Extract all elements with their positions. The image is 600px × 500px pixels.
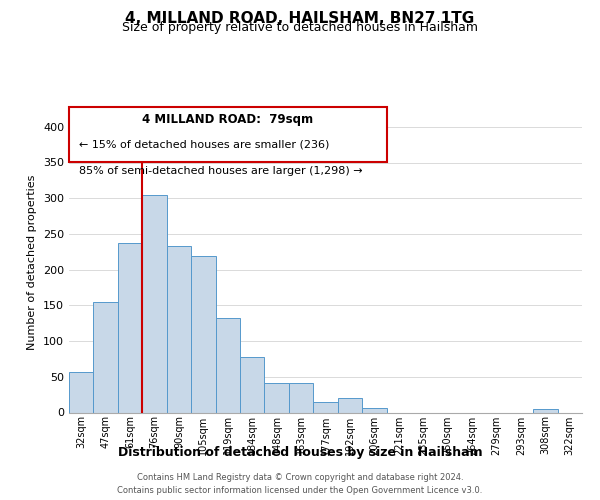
Bar — [94, 302, 118, 412]
Bar — [167, 246, 191, 412]
Bar — [313, 402, 338, 412]
Text: Contains HM Land Registry data © Crown copyright and database right 2024.
Contai: Contains HM Land Registry data © Crown c… — [118, 474, 482, 495]
Bar — [191, 256, 215, 412]
Text: Distribution of detached houses by size in Hailsham: Distribution of detached houses by size … — [118, 446, 482, 459]
Bar — [215, 318, 240, 412]
Bar — [533, 409, 557, 412]
Text: ← 15% of detached houses are smaller (236): ← 15% of detached houses are smaller (23… — [79, 140, 329, 149]
Text: 85% of semi-detached houses are larger (1,298) →: 85% of semi-detached houses are larger (… — [79, 166, 363, 176]
Bar — [265, 383, 289, 412]
Bar — [338, 398, 362, 412]
Y-axis label: Number of detached properties: Number of detached properties — [28, 175, 37, 350]
Text: 4 MILLAND ROAD:  79sqm: 4 MILLAND ROAD: 79sqm — [142, 112, 314, 126]
Text: Size of property relative to detached houses in Hailsham: Size of property relative to detached ho… — [122, 21, 478, 34]
Bar — [118, 242, 142, 412]
Bar — [240, 357, 265, 412]
Bar — [362, 408, 386, 412]
Bar — [142, 194, 167, 412]
FancyBboxPatch shape — [69, 106, 387, 162]
Bar — [289, 382, 313, 412]
Text: 4, MILLAND ROAD, HAILSHAM, BN27 1TG: 4, MILLAND ROAD, HAILSHAM, BN27 1TG — [125, 11, 475, 26]
Bar — [69, 372, 94, 412]
